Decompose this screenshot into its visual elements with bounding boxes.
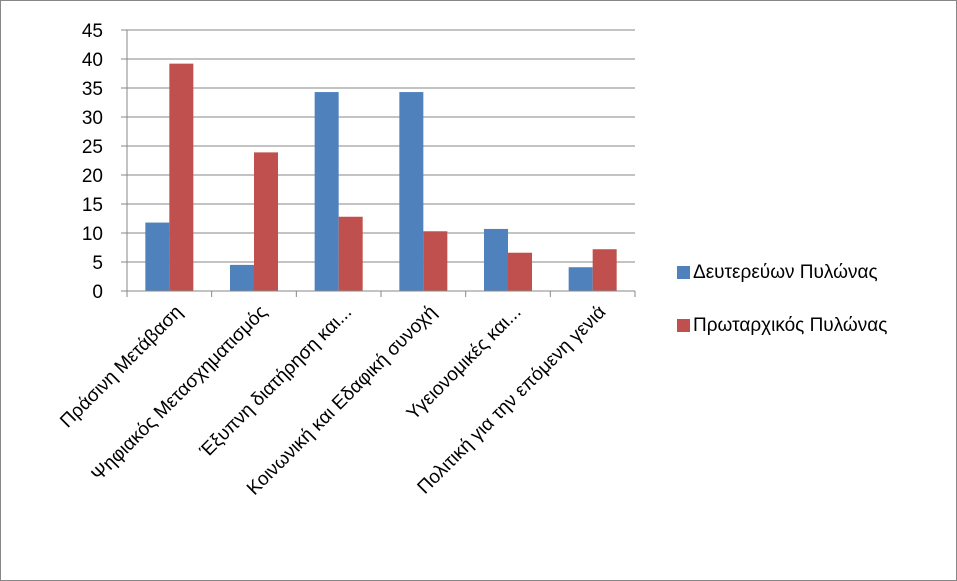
bar [399,92,424,291]
y-tick-label: 45 [82,21,103,42]
x-tick-label: Πολιτική για την επόμενη γενιά [414,302,611,499]
x-tick-label: Έξυπνη διατήρηση και... [195,302,356,463]
legend: Δευτερεύων Πυλώνας Πρωταρχικός Πυλώνας [677,262,887,336]
y-tick-label: 10 [82,224,103,245]
bar [508,252,532,291]
bar [484,228,508,291]
bar [592,249,617,291]
bar [568,267,593,291]
y-tick-label: 5 [92,253,103,274]
y-tick-label: 20 [82,166,103,187]
legend-swatch [677,319,690,332]
y-tick-label: 25 [82,137,103,158]
y-tick-label: 30 [82,108,103,129]
bar [314,92,339,291]
legend-label: Δευτερεύων Πυλώνας [693,262,878,283]
y-tick-label: 15 [82,195,103,216]
bar [423,231,448,291]
bar [169,63,194,291]
bar [338,216,363,291]
axes [121,29,636,297]
y-tick-label: 35 [82,79,103,100]
x-tick-label: Ψηφιακός Μετασχηματισμός [88,302,272,486]
bar [145,222,170,291]
y-tick-labels: 0 5 10 15 20 25 30 35 40 45 [82,21,103,303]
legend-label: Πρωταρχικός Πυλώνας [693,315,887,336]
bars [145,63,617,291]
bar [230,264,254,291]
y-tick-label: 0 [92,282,103,303]
y-tick-label: 40 [82,50,103,71]
bar [254,152,278,291]
gridlines [127,29,635,263]
legend-swatch [677,266,690,279]
